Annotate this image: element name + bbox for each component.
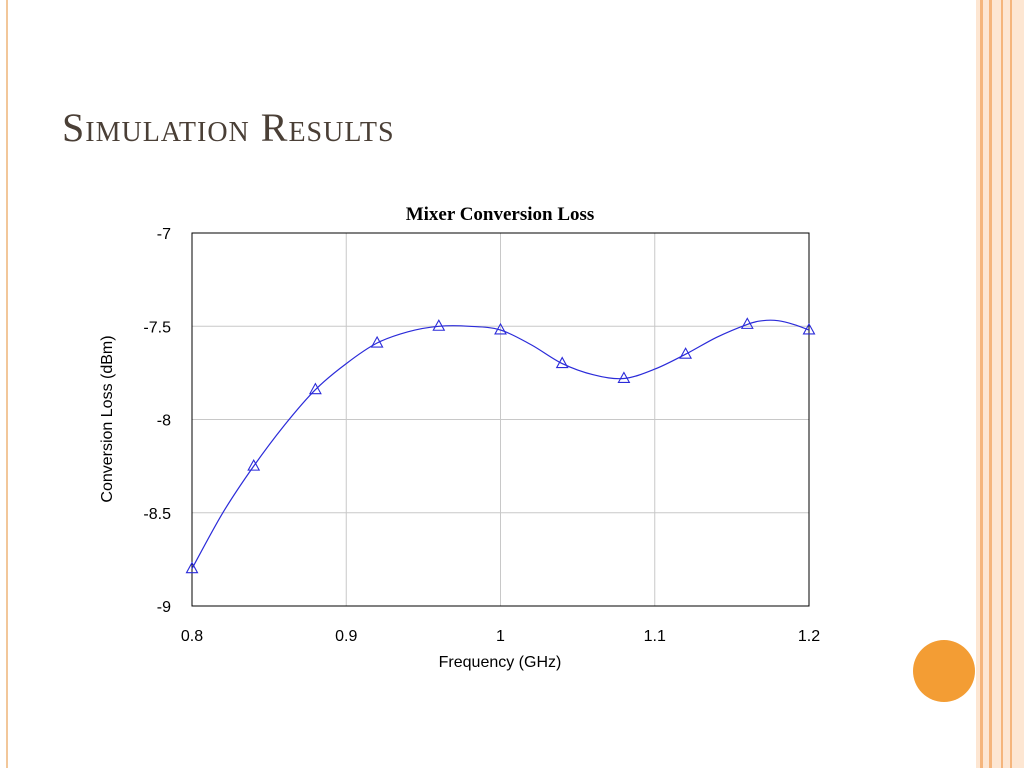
y-tick-label: -8.5 [143, 506, 171, 523]
decorative-orange-circle [913, 640, 975, 702]
data-point-marker [740, 317, 754, 329]
data-point-marker [555, 356, 569, 369]
y-tick-label: -8 [157, 413, 171, 430]
slide-right-stripes [976, 0, 1024, 768]
y-tick-label: -7.5 [143, 319, 171, 336]
x-tick-label: 0.8 [181, 628, 203, 645]
slide-left-border [6, 0, 8, 768]
chart-title: Mixer Conversion Loss [406, 204, 595, 225]
data-point-marker [802, 322, 816, 335]
plot-frame [191, 232, 810, 607]
data-point-marker [679, 347, 693, 359]
x-tick-label: 1.2 [798, 628, 820, 645]
data-point-marker [185, 561, 199, 574]
data-point-marker [308, 382, 322, 395]
data-point-marker [247, 458, 261, 471]
series-markers [185, 317, 816, 574]
y-axis-label: Conversion Loss (dBm) [99, 335, 116, 502]
series-line [191, 319, 810, 569]
x-tick-label: 1.1 [644, 628, 666, 645]
tick-labels: 0.8 0.9 1 1.1 1.2 -7 -7.5 -8 -8.5 -9 [143, 226, 820, 645]
slide-title: Simulation Results [62, 105, 395, 150]
data-point-marker [494, 322, 507, 335]
x-tick-label: 0.9 [335, 628, 357, 645]
data-point-marker [432, 319, 446, 331]
data-point-marker [617, 371, 631, 384]
x-tick-label: 1 [496, 628, 505, 645]
chart-grid [191, 232, 810, 607]
data-point-marker [370, 335, 384, 348]
x-axis-label: Frequency (GHz) [439, 654, 562, 671]
y-tick-label: -7 [157, 226, 171, 243]
y-tick-label: -9 [157, 599, 171, 616]
